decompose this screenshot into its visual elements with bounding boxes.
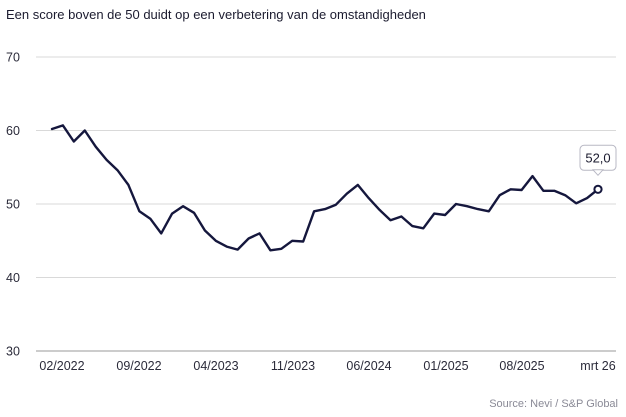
x-tick-label: 04/2023 [193,359,238,373]
y-tick-label: 30 [6,345,20,359]
callout-arrow [591,169,605,177]
pmi-series-line [50,124,600,252]
y-tick-label: 70 [6,51,20,65]
x-tick-label: 06/2024 [346,359,391,373]
chart-subtitle: Een score boven de 50 duidt op een verbe… [6,7,426,22]
source-note: Source: Nevi / S&P Global [489,398,618,410]
x-tick-label: mrt 26 [580,359,615,373]
x-tick-label: 09/2022 [116,359,161,373]
x-tick-label: 11/2023 [271,359,315,373]
y-tick-label: 60 [6,124,20,138]
y-tick-label: 40 [6,271,20,285]
last-data-point [593,184,603,194]
last-value-label: 52,0 [585,150,610,165]
x-tick-label: 02/2022 [39,359,84,373]
last-value-callout: 52,0 [579,144,617,177]
x-tick-label: 08/2025 [499,359,544,373]
x-axis-ticks: 02/2022 09/2022 04/2023 11/2023 06/2024 01/20… [39,359,615,373]
y-axis-ticks: 70 60 50 40 30 [6,51,20,359]
x-tick-label: 01/2025 [423,359,468,373]
y-tick-label: 50 [6,198,20,212]
grid-layer [36,56,616,352]
